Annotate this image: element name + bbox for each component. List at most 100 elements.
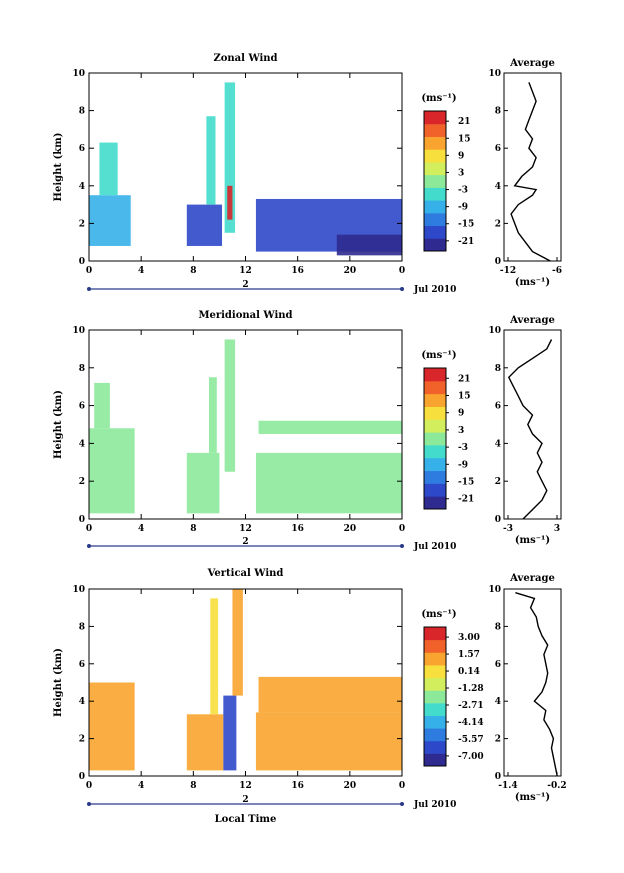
heatmap-cell (227, 185, 233, 220)
x-tick-label: 0 (86, 524, 92, 534)
colorbar-tick-label: -21 (458, 237, 474, 247)
date-axis-start (87, 287, 91, 291)
y-axis-label: Height (km) (53, 648, 64, 717)
panel-title: Vertical Wind (207, 568, 284, 579)
x-tick-label: 12 (239, 524, 252, 534)
y-tick-label: 8 (79, 622, 85, 632)
x-tick-label: 8 (190, 781, 196, 791)
y-axis-label: Height (km) (53, 133, 64, 202)
heatmap-cell (208, 377, 217, 453)
y-tick-label: 4 (79, 182, 85, 192)
colorbar-segment (424, 149, 446, 163)
y-tick-label: 8 (79, 364, 85, 374)
colorbar-tick-label: 15 (458, 134, 471, 144)
heatmap-cell (99, 142, 118, 196)
average-y-tick-label: 8 (495, 364, 501, 374)
colorbar-segment (424, 200, 446, 214)
average-x-label: (ms⁻¹) (515, 277, 550, 288)
heatmap-cell (94, 382, 110, 429)
colorbar-unit: (ms⁻¹) (421, 609, 456, 620)
colorbar-tick-label: 9 (458, 151, 464, 161)
y-tick-label: 6 (79, 144, 85, 154)
colorbar-tick-label: 21 (458, 117, 471, 127)
y-tick-label: 4 (79, 697, 85, 707)
average-x-tick-label: -0.2 (547, 781, 566, 791)
date-marker: 2 (242, 280, 248, 290)
average-y-tick-label: 4 (495, 697, 501, 707)
y-tick-label: 4 (79, 439, 85, 449)
x-tick-label: 20 (344, 266, 357, 276)
y-tick-label: 6 (79, 660, 85, 670)
colorbar-segment (424, 715, 446, 729)
colorbar-tick-label: -3 (458, 186, 468, 196)
average-profile-line (510, 82, 551, 262)
average-y-tick-label: 0 (495, 515, 501, 525)
date-label: Jul 2010 (413, 285, 456, 295)
y-tick-label: 10 (72, 326, 85, 336)
panel-title: Meridional Wind (198, 310, 292, 321)
colorbar-segment (424, 627, 446, 641)
colorbar-segment (424, 677, 446, 691)
colorbar-segment (424, 136, 446, 150)
colorbar-tick-label: -7.00 (458, 752, 484, 762)
x-tick-label: 0 (86, 266, 92, 276)
date-axis-end (400, 287, 404, 291)
y-tick-label: 8 (79, 107, 85, 117)
panel-title: Zonal Wind (213, 53, 277, 64)
y-tick-label: 2 (79, 219, 85, 229)
colorbar-segment (424, 457, 446, 472)
y-tick-label: 0 (79, 515, 85, 525)
colorbar-segment (424, 238, 446, 252)
colorbar-segment (424, 664, 446, 679)
colorbar-tick-label: -3 (458, 443, 468, 453)
colorbar-tick-label: -9 (458, 203, 468, 213)
heatmap-cell (89, 195, 131, 246)
y-tick-label: 10 (72, 69, 85, 79)
average-frame (503, 329, 562, 520)
colorbar-frame (423, 367, 447, 510)
heatmap-cell (255, 452, 402, 514)
x-tick-label: 0 (399, 266, 405, 276)
x-tick-label: 0 (86, 781, 92, 791)
colorbar-tick-label: -9 (458, 460, 468, 470)
colorbar-tick-label: -15 (458, 220, 474, 230)
colorbar-segment (424, 406, 446, 420)
heatmap-cell (186, 204, 223, 246)
y-tick-label: 0 (79, 257, 85, 267)
heatmap-cell (186, 452, 220, 514)
average-y-tick-label: 2 (495, 735, 501, 745)
heatmap-cell (258, 676, 402, 713)
date-axis-end (400, 802, 404, 806)
y-tick-label: 2 (79, 735, 85, 745)
average-y-tick-label: 4 (495, 439, 501, 449)
colorbar-segment (424, 174, 446, 188)
x-tick-label: 16 (291, 266, 304, 276)
y-tick-label: 10 (72, 585, 85, 595)
average-x-tick-label: -12 (500, 266, 516, 276)
colorbar-tick-label: -15 (458, 478, 474, 488)
colorbar-segment (424, 470, 446, 484)
x-tick-label: 20 (344, 781, 357, 791)
average-y-tick-label: 6 (495, 402, 501, 412)
x-tick-label: 4 (138, 524, 144, 534)
colorbar-frame (423, 110, 447, 252)
average-profile-line (507, 339, 553, 520)
colorbar-tick-label: -21 (458, 495, 474, 505)
colorbar-segment (424, 639, 446, 653)
colorbar-segment (424, 728, 446, 742)
date-label: Jul 2010 (413, 542, 456, 552)
colorbar-segment (424, 368, 446, 382)
average-y-tick-label: 0 (495, 257, 501, 267)
average-x-label: (ms⁻¹) (515, 535, 550, 546)
colorbar-tick-label: 3 (458, 168, 464, 178)
y-tick-label: 6 (79, 402, 85, 412)
colorbar-segment (424, 161, 446, 176)
x-tick-label: 4 (138, 781, 144, 791)
x-tick-label: 20 (344, 524, 357, 534)
average-x-tick-label: -3 (503, 524, 513, 534)
colorbar-segment (424, 432, 446, 446)
x-axis-label: Local Time (215, 814, 277, 825)
colorbar-segment (424, 111, 446, 125)
average-y-tick-label: 4 (495, 182, 501, 192)
